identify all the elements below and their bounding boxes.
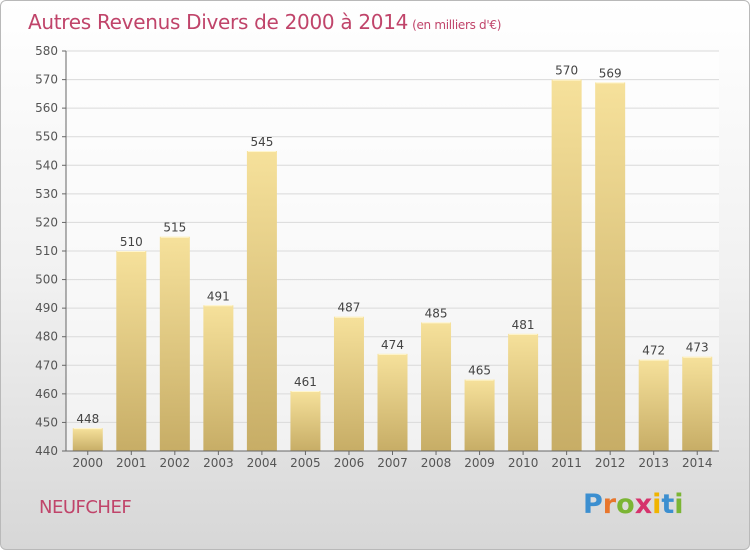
y-tick-label: 460	[35, 387, 58, 401]
chart-title-text: Autres Revenus Divers de 2000 à 2014	[28, 10, 409, 34]
bar	[421, 322, 452, 451]
bar	[377, 353, 408, 451]
y-tick-label: 580	[35, 44, 58, 58]
x-tick-label: 2003	[203, 456, 234, 470]
data-label: 545	[250, 135, 273, 149]
brand-letter: i	[674, 489, 684, 520]
data-label: 485	[425, 306, 448, 320]
bar	[682, 356, 713, 451]
brand-letter: x	[634, 489, 653, 520]
y-tick-label: 480	[35, 330, 58, 344]
place-name: NEUFCHEF	[39, 497, 132, 518]
bar	[203, 305, 234, 451]
data-label: 465	[468, 364, 491, 378]
y-tick-label: 540	[35, 158, 58, 172]
y-tick-label: 560	[35, 101, 58, 115]
x-tick-label: 2000	[72, 456, 103, 470]
x-tick-label: 2008	[421, 456, 452, 470]
x-tick-label: 2009	[464, 456, 495, 470]
y-tick-label: 570	[35, 73, 58, 87]
data-label: 570	[555, 64, 578, 78]
data-label: 481	[512, 318, 535, 332]
chart-title: Autres Revenus Divers de 2000 à 2014 (en …	[28, 10, 501, 34]
x-tick-label: 2011	[551, 456, 582, 470]
data-label: 474	[381, 338, 404, 352]
y-tick-label: 530	[35, 187, 58, 201]
y-tick-label: 440	[35, 444, 58, 458]
y-tick-label: 520	[35, 215, 58, 229]
data-label: 448	[76, 412, 99, 426]
brand-letter: o	[616, 489, 635, 520]
x-tick-label: 2006	[334, 456, 365, 470]
brand-letter: r	[602, 489, 617, 520]
y-tick-label: 500	[35, 273, 58, 287]
data-label: 569	[599, 66, 622, 80]
x-tick-label: 2005	[290, 456, 321, 470]
chart-subtitle: (en milliers d'€)	[412, 18, 502, 32]
brand-letter: t	[661, 489, 675, 520]
x-tick-label: 2001	[116, 456, 147, 470]
y-tick-label: 490	[35, 301, 58, 315]
bar	[595, 82, 626, 451]
bar	[551, 79, 582, 452]
brand-logo: Proxiti	[583, 489, 684, 520]
data-label: 515	[163, 221, 186, 235]
bar	[159, 236, 190, 451]
bar	[464, 379, 495, 451]
bar	[116, 251, 147, 451]
x-tick-label: 2004	[247, 456, 278, 470]
x-tick-label: 2012	[595, 456, 626, 470]
bar	[638, 359, 669, 451]
y-tick-label: 550	[35, 130, 58, 144]
data-label: 491	[207, 289, 230, 303]
brand-letter: i	[652, 489, 662, 520]
y-tick-label: 510	[35, 244, 58, 258]
y-tick-label: 470	[35, 358, 58, 372]
data-label: 487	[338, 301, 361, 315]
y-tick-label: 450	[35, 415, 58, 429]
data-label: 473	[686, 341, 709, 355]
x-tick-label: 2014	[682, 456, 713, 470]
bar	[290, 391, 321, 451]
bar	[72, 428, 103, 451]
data-label: 510	[120, 235, 143, 249]
bar	[508, 333, 539, 451]
x-tick-label: 2013	[638, 456, 669, 470]
x-tick-label: 2002	[160, 456, 191, 470]
x-tick-label: 2010	[508, 456, 539, 470]
data-label: 472	[642, 344, 665, 358]
x-tick-label: 2007	[377, 456, 408, 470]
bar	[246, 151, 277, 451]
data-label: 461	[294, 375, 317, 389]
bar	[333, 316, 364, 451]
brand-letter: P	[583, 489, 603, 520]
